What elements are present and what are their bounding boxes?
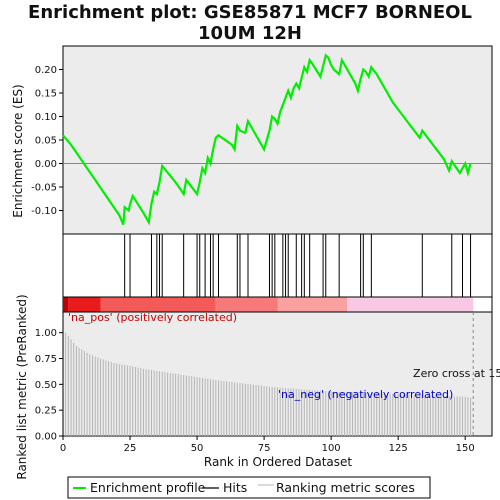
x-tick-label: 100 bbox=[322, 443, 341, 454]
legend-es-label: Enrichment profile bbox=[90, 480, 206, 495]
legend-box bbox=[67, 476, 431, 499]
pos-correlated-label: 'na_pos' (positively correlated) bbox=[68, 311, 237, 324]
hits-panel bbox=[62, 233, 493, 298]
es-tick-label: 0.10 bbox=[35, 112, 57, 123]
metric-tick-label: 0.75 bbox=[35, 354, 57, 365]
x-tick-label: 150 bbox=[456, 443, 475, 454]
zero-cross-label: Zero cross at 153 bbox=[413, 367, 500, 380]
es-tick-label: 0.15 bbox=[35, 89, 57, 100]
x-tick-label: 50 bbox=[191, 443, 204, 454]
es-tick-label: 0.00 bbox=[35, 159, 57, 170]
x-tick-label: 0 bbox=[60, 443, 66, 454]
legend: Enrichment profile Hits Ranking metric s… bbox=[67, 476, 431, 499]
x-axis: 0 25 50 75 100 125 150 bbox=[60, 436, 475, 454]
es-tick-label: -0.10 bbox=[31, 206, 57, 217]
es-tick-label: -0.05 bbox=[31, 183, 57, 194]
metric-tick-label: 0.50 bbox=[35, 380, 57, 391]
metric-axis: 0.00 0.25 0.50 0.75 1.00 bbox=[35, 328, 63, 443]
rank-band-segment bbox=[100, 297, 216, 312]
metric-tick-label: 0.00 bbox=[35, 432, 57, 443]
rank-band-segment bbox=[68, 297, 101, 312]
rank-color-band bbox=[63, 297, 474, 312]
hit-marks bbox=[124, 234, 472, 297]
metric-y-axis-label: Ranked list metric (PreRanked) bbox=[15, 294, 29, 479]
rank-band-segment bbox=[215, 297, 278, 312]
chart-title-line2: 10UM 12H bbox=[198, 23, 302, 44]
x-axis-label: Rank in Ordered Dataset bbox=[204, 455, 352, 469]
es-tick-label: 0.05 bbox=[35, 136, 57, 147]
x-tick-label: 75 bbox=[258, 443, 271, 454]
x-tick-label: 125 bbox=[389, 443, 408, 454]
es-profile-line bbox=[62, 53, 472, 226]
neg-correlated-label: 'na_neg' (negatively correlated) bbox=[278, 388, 453, 401]
chart-title-line1: Enrichment plot: GSE85871 MCF7 BORNEOL bbox=[28, 2, 472, 23]
x-tick-label: 25 bbox=[124, 443, 137, 454]
es-panel bbox=[62, 45, 493, 235]
metric-tick-label: 1.00 bbox=[35, 328, 57, 339]
rank-band-segment bbox=[63, 297, 69, 312]
metric-tick-label: 0.25 bbox=[35, 406, 57, 417]
legend-hits-label: Hits bbox=[223, 480, 247, 495]
legend-metric-label: Ranking metric scores bbox=[276, 480, 415, 495]
es-y-axis-label: Enrichment score (ES) bbox=[11, 84, 25, 217]
es-tick-label: 0.20 bbox=[35, 65, 57, 76]
rank-band-segment bbox=[347, 297, 474, 312]
metric-bars bbox=[65, 332, 472, 436]
rank-band-segment bbox=[277, 297, 348, 312]
es-axis: -0.10 -0.05 0.00 0.05 0.10 0.15 0.20 bbox=[31, 65, 63, 217]
